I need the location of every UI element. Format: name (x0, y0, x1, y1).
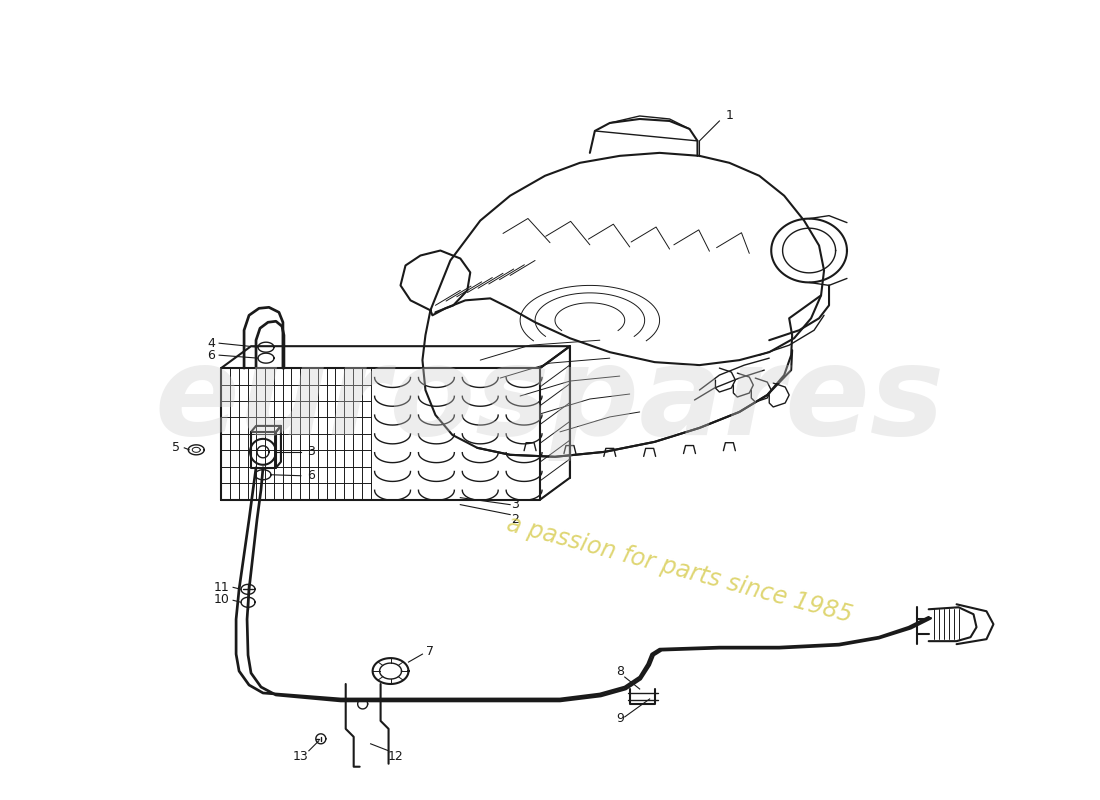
Text: eurospares: eurospares (155, 339, 945, 461)
Text: 3: 3 (512, 498, 519, 511)
Text: a passion for parts since 1985: a passion for parts since 1985 (504, 512, 855, 627)
Text: 7: 7 (427, 645, 434, 658)
Text: 2: 2 (512, 513, 519, 526)
Text: 9: 9 (616, 712, 624, 726)
Text: 5: 5 (173, 442, 180, 454)
Text: 3: 3 (307, 446, 315, 458)
Text: 8: 8 (616, 665, 624, 678)
Text: 13: 13 (293, 750, 309, 763)
Text: 12: 12 (387, 750, 404, 763)
Text: 1: 1 (725, 110, 734, 122)
Text: 11: 11 (213, 581, 229, 594)
Text: 10: 10 (213, 593, 229, 606)
Text: 6: 6 (207, 349, 216, 362)
Text: 4: 4 (207, 337, 216, 350)
Text: 6: 6 (307, 470, 315, 482)
